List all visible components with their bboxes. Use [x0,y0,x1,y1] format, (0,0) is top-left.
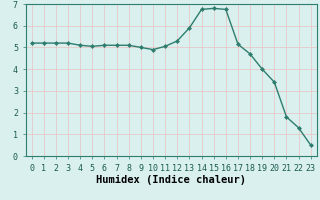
X-axis label: Humidex (Indice chaleur): Humidex (Indice chaleur) [96,175,246,185]
